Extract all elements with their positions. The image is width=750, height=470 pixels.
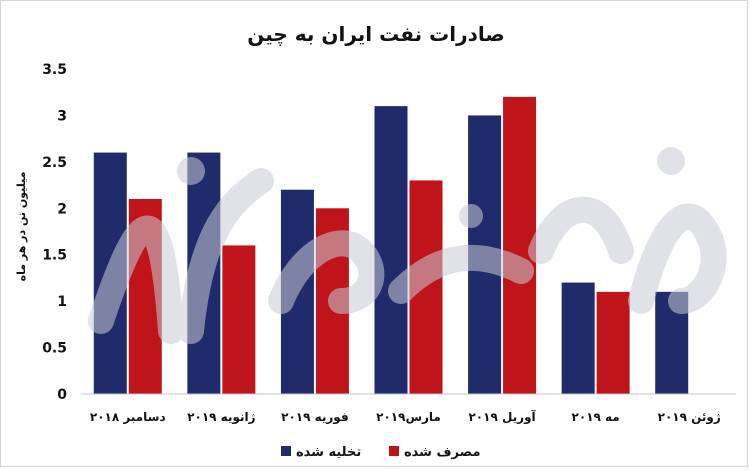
x-tick-label: مه ۲۰۱۹ bbox=[572, 410, 620, 424]
watermark-stroke bbox=[628, 203, 727, 314]
x-tick-label: فوریه ۲۰۱۹ bbox=[281, 410, 349, 425]
y-tick-label: 3 bbox=[57, 108, 67, 124]
watermark-logo bbox=[88, 147, 727, 344]
x-tick-label: آوریل ۲۰۱۹ bbox=[468, 409, 536, 425]
legend-label: تخلیه شده bbox=[296, 445, 361, 460]
x-tick-label: دسامبر ۲۰۱۸ bbox=[90, 410, 166, 424]
watermark-stroke bbox=[528, 196, 634, 264]
legend-swatch bbox=[389, 446, 399, 456]
x-tick-label: ژوئن ۲۰۱۹ bbox=[658, 410, 721, 425]
legend-swatch bbox=[281, 446, 291, 456]
y-tick-label: 1.5 bbox=[42, 248, 67, 264]
y-tick-label: 2.5 bbox=[42, 155, 67, 171]
watermark-stroke bbox=[88, 216, 184, 344]
watermark-dot bbox=[657, 147, 685, 175]
y-tick-label: 0 bbox=[57, 387, 67, 403]
watermark-stroke bbox=[268, 230, 385, 314]
watermark-dot bbox=[177, 157, 205, 185]
y-tick-label: 1 bbox=[57, 294, 67, 310]
chart-title: صادرات نفت ایران به چین bbox=[247, 22, 504, 47]
watermark-dot bbox=[459, 204, 483, 228]
y-tick-label: 2 bbox=[57, 201, 67, 217]
bar-consumed bbox=[222, 245, 256, 394]
legend-label: مصرف شده bbox=[404, 445, 481, 460]
y-tick-label: 0.5 bbox=[42, 341, 67, 357]
x-tick-label: مارس۲۰۱۹ bbox=[376, 410, 441, 424]
bar-consumed bbox=[596, 291, 630, 394]
watermark-stroke bbox=[178, 168, 274, 344]
y-tick-label: 3.5 bbox=[42, 62, 67, 78]
y-axis-label: میلیون تن در هر ماه bbox=[15, 172, 28, 282]
bar-unloaded bbox=[374, 106, 408, 395]
x-tick-label: ژانویه ۲۰۱۹ bbox=[187, 410, 255, 425]
bar-unloaded bbox=[561, 282, 595, 394]
watermark-stroke bbox=[388, 244, 534, 304]
